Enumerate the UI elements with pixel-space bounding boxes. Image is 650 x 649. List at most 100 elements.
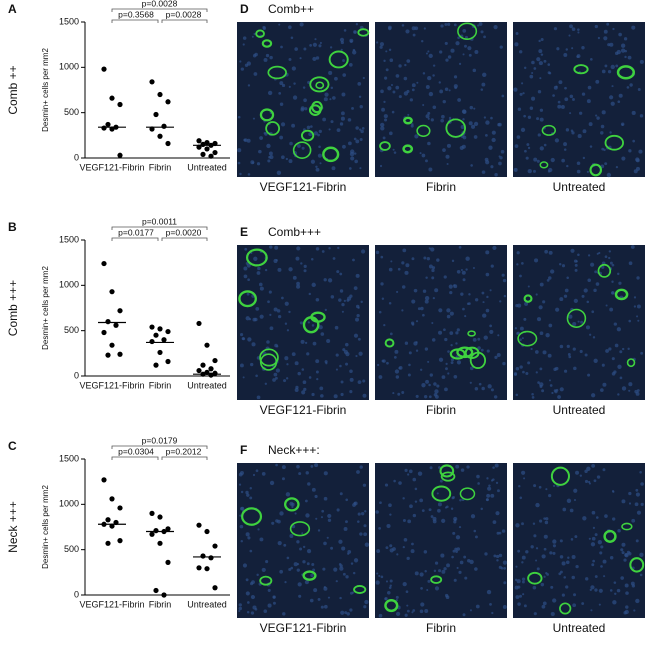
nucleus [321, 250, 325, 253]
nucleus [239, 60, 242, 63]
nucleus [419, 368, 423, 371]
nucleus [615, 166, 619, 169]
nucleus [600, 388, 604, 392]
nucleus [428, 383, 431, 387]
nucleus [240, 506, 244, 511]
nucleus [329, 46, 333, 49]
nucleus [582, 516, 587, 521]
nucleus [341, 111, 345, 116]
panel-title: Comb++ [268, 2, 314, 16]
nucleus [626, 550, 631, 554]
nucleus [284, 322, 288, 325]
nucleus [631, 25, 636, 30]
nucleus [478, 382, 482, 386]
nucleus [516, 251, 520, 255]
nucleus [307, 321, 310, 324]
nucleus [245, 490, 249, 495]
nucleus [571, 27, 576, 31]
nucleus [428, 167, 433, 172]
nucleus [345, 362, 349, 366]
nucleus [572, 98, 575, 101]
nucleus [428, 91, 434, 97]
nucleus [298, 594, 302, 598]
nucleus [432, 516, 437, 521]
nucleus [278, 23, 281, 26]
nucleus [433, 382, 437, 386]
nucleus [340, 392, 344, 397]
nucleus [378, 613, 383, 618]
nucleus [568, 355, 572, 359]
nucleus [441, 375, 446, 379]
nucleus [608, 250, 612, 253]
nucleus [446, 308, 451, 313]
nucleus [575, 260, 578, 263]
nucleus [320, 332, 325, 336]
nucleus [623, 37, 628, 41]
nucleus [605, 304, 608, 307]
nucleus [323, 586, 328, 591]
nucleus [586, 170, 589, 174]
data-point [117, 101, 123, 108]
nucleus [328, 247, 331, 250]
nucleus [397, 267, 401, 271]
nucleus [438, 81, 441, 84]
nucleus [296, 540, 300, 544]
p-value: p=0.0028 [142, 0, 178, 8]
nucleus [571, 47, 574, 50]
nucleus [401, 285, 406, 289]
nucleus [310, 573, 314, 578]
nucleus [563, 53, 568, 57]
nucleus [539, 384, 543, 388]
nucleus [484, 134, 488, 137]
nucleus [425, 379, 429, 384]
nucleus [326, 338, 331, 343]
nucleus [411, 542, 414, 546]
nucleus [486, 477, 489, 480]
nucleus [601, 110, 606, 115]
nucleus [598, 603, 601, 606]
nucleus [639, 470, 642, 474]
nucleus [339, 289, 344, 293]
nucleus [503, 294, 507, 298]
nucleus [413, 288, 418, 293]
nucleus [552, 598, 557, 603]
nucleus [277, 314, 282, 319]
nucleus [621, 386, 627, 391]
nucleus [628, 149, 632, 153]
nucleus [635, 598, 640, 604]
nucleus [439, 89, 444, 94]
nucleus [299, 22, 304, 27]
nucleus [462, 278, 466, 282]
nucleus [339, 272, 343, 276]
nucleus [532, 585, 537, 590]
nucleus [408, 469, 413, 474]
nucleus [478, 22, 483, 26]
nucleus [403, 91, 409, 96]
vessel [604, 134, 624, 151]
nucleus [333, 567, 338, 572]
nucleus [616, 49, 621, 55]
nucleus [393, 479, 396, 483]
nucleus [609, 42, 614, 47]
nucleus [517, 602, 521, 606]
nucleus [383, 59, 386, 63]
nucleus [449, 311, 454, 316]
nucleus [565, 585, 569, 589]
row-label: Neck +++ [6, 501, 20, 553]
nucleus [516, 135, 521, 139]
nucleus [628, 502, 632, 505]
nucleus [323, 471, 328, 476]
nucleus [543, 575, 546, 578]
nucleus [273, 307, 278, 312]
nucleus [604, 514, 608, 518]
data-point [165, 559, 171, 565]
nucleus [542, 601, 547, 606]
nucleus [291, 123, 296, 128]
nucleus [492, 466, 495, 469]
nucleus [552, 544, 556, 548]
nucleus [389, 584, 392, 587]
nucleus [628, 491, 632, 496]
data-point [204, 342, 210, 348]
nucleus [396, 290, 399, 294]
data-point [157, 349, 163, 356]
